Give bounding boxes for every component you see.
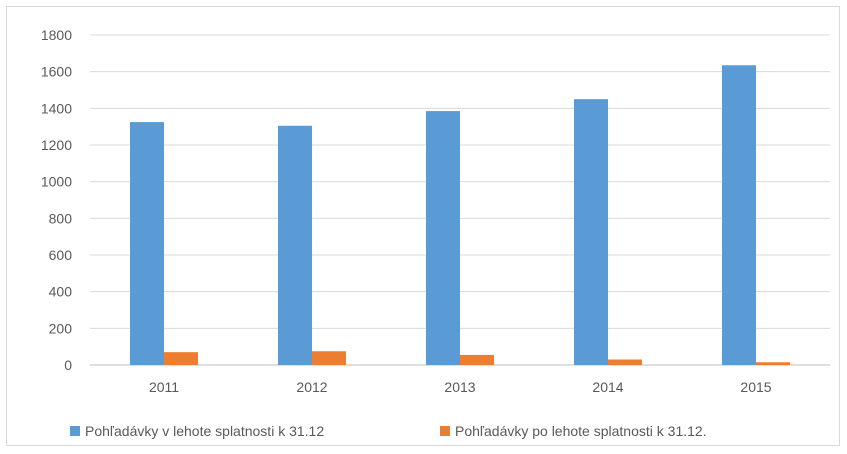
x-tick-label: 2013: [444, 379, 475, 395]
legend-swatch: [440, 426, 450, 436]
y-tick-label: 1000: [41, 174, 72, 190]
bar-in-term-2013: [426, 111, 460, 365]
y-tick-label: 1800: [41, 27, 72, 43]
bar-overdue-2011: [164, 352, 198, 365]
bars: [130, 65, 790, 366]
y-tick-label: 1600: [41, 64, 72, 80]
x-tick-label: 2012: [296, 379, 327, 395]
x-tick-label: 2014: [592, 379, 623, 395]
legend-swatch: [70, 426, 80, 436]
legend: Pohľadávky v lehote splatnosti k 31.12 Po…: [70, 423, 707, 439]
gridlines: [90, 34, 830, 366]
bar-in-term-2015: [722, 65, 756, 365]
bar-overdue-2014: [608, 359, 642, 365]
y-tick-label: 1200: [41, 137, 72, 153]
bar-in-term-2014: [574, 99, 608, 366]
bar-overdue-2013: [460, 354, 494, 365]
bar-in-term-2012: [278, 125, 312, 365]
y-tick-label: 600: [49, 247, 73, 263]
y-tick-label: 800: [49, 210, 73, 226]
y-tick-label: 1400: [41, 100, 72, 116]
y-axis-tick-labels: 0 200 400 600 800 1000 1200 1400 1600 1800: [41, 27, 72, 373]
x-tick-label: 2011: [149, 379, 179, 395]
x-axis-tick-labels: 2011 2012 2013 2014 2015: [149, 379, 772, 395]
y-tick-label: 400: [49, 284, 73, 300]
bar-in-term-2011: [130, 122, 164, 365]
x-tick-label: 2015: [740, 379, 771, 395]
legend-label: Pohľadávky po lehote splatnosti k 31.12.: [455, 423, 707, 439]
y-tick-label: 200: [49, 320, 73, 336]
bar-overdue-2012: [312, 351, 346, 365]
y-tick-label: 0: [64, 357, 72, 373]
bar-overdue-2015: [756, 362, 790, 365]
legend-label: Pohľadávky v lehote splatnosti k 31.12: [85, 423, 324, 439]
